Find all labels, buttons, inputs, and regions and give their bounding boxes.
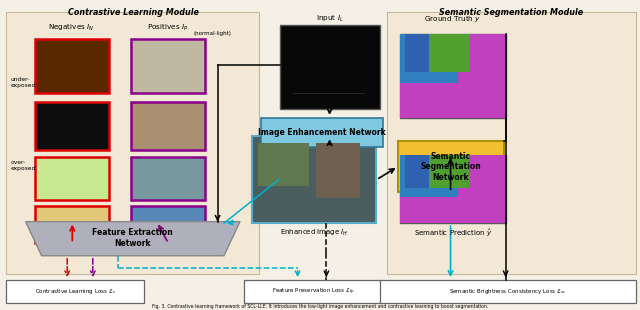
FancyBboxPatch shape xyxy=(405,34,429,72)
FancyBboxPatch shape xyxy=(258,143,309,186)
FancyBboxPatch shape xyxy=(400,155,506,223)
FancyBboxPatch shape xyxy=(131,157,205,200)
FancyBboxPatch shape xyxy=(244,280,382,303)
Text: Feature Extraction
Network: Feature Extraction Network xyxy=(92,228,173,248)
FancyBboxPatch shape xyxy=(131,39,205,93)
Text: Semantic Segmentation Module: Semantic Segmentation Module xyxy=(439,8,584,17)
FancyBboxPatch shape xyxy=(316,143,360,198)
Text: Semantic Brightness Consistency Loss $\mathcal{L}_{sc}$: Semantic Brightness Consistency Loss $\m… xyxy=(449,287,566,296)
FancyBboxPatch shape xyxy=(400,155,458,197)
Text: Ground Truth $y$: Ground Truth $y$ xyxy=(424,14,482,24)
FancyBboxPatch shape xyxy=(35,157,109,200)
Text: over-
exposed: over- exposed xyxy=(11,161,36,171)
FancyBboxPatch shape xyxy=(400,34,506,118)
FancyBboxPatch shape xyxy=(261,118,383,147)
Text: Positives $\boldsymbol{I_P}$: Positives $\boldsymbol{I_P}$ xyxy=(147,23,188,33)
Text: Contrastive Learning Loss $\mathcal{L}_c$: Contrastive Learning Loss $\mathcal{L}_c… xyxy=(35,287,116,296)
Text: Input $\boldsymbol{I_L}$: Input $\boldsymbol{I_L}$ xyxy=(316,14,344,24)
FancyBboxPatch shape xyxy=(131,206,205,243)
FancyBboxPatch shape xyxy=(35,102,109,150)
Text: Semantic Prediction $\hat{y}$: Semantic Prediction $\hat{y}$ xyxy=(413,228,492,239)
FancyBboxPatch shape xyxy=(35,206,109,243)
FancyBboxPatch shape xyxy=(6,280,144,303)
FancyBboxPatch shape xyxy=(400,197,506,223)
FancyBboxPatch shape xyxy=(131,102,205,150)
FancyBboxPatch shape xyxy=(405,155,429,188)
Text: Image Enhancement Network: Image Enhancement Network xyxy=(258,128,386,137)
FancyBboxPatch shape xyxy=(380,280,636,303)
FancyBboxPatch shape xyxy=(6,12,259,274)
Text: Enhanced Image $\boldsymbol{I_H}$: Enhanced Image $\boldsymbol{I_H}$ xyxy=(280,228,348,238)
FancyBboxPatch shape xyxy=(400,34,458,83)
Text: Contrastive Learning Module: Contrastive Learning Module xyxy=(68,8,198,17)
Text: Negatives $\boldsymbol{I_N}$: Negatives $\boldsymbol{I_N}$ xyxy=(49,23,95,33)
FancyBboxPatch shape xyxy=(398,141,504,192)
Polygon shape xyxy=(26,222,240,256)
Text: Fig. 3. Contrastive learning framework of SCL-LLE. It introduces the low-light i: Fig. 3. Contrastive learning framework o… xyxy=(152,304,488,309)
FancyBboxPatch shape xyxy=(35,39,109,93)
FancyBboxPatch shape xyxy=(458,155,506,197)
FancyBboxPatch shape xyxy=(252,136,376,223)
Text: (normal-light): (normal-light) xyxy=(193,31,232,36)
FancyBboxPatch shape xyxy=(400,83,506,118)
FancyBboxPatch shape xyxy=(387,12,636,274)
Text: under-
exposed: under- exposed xyxy=(11,77,36,87)
FancyBboxPatch shape xyxy=(426,155,468,188)
FancyBboxPatch shape xyxy=(458,34,506,83)
FancyBboxPatch shape xyxy=(426,34,468,72)
Text: Semantic
Segmentation
Network: Semantic Segmentation Network xyxy=(420,152,481,182)
FancyBboxPatch shape xyxy=(280,25,380,108)
Text: Feature Preservation Loss $\mathcal{L}_{fp}$: Feature Preservation Loss $\mathcal{L}_{… xyxy=(272,286,355,297)
